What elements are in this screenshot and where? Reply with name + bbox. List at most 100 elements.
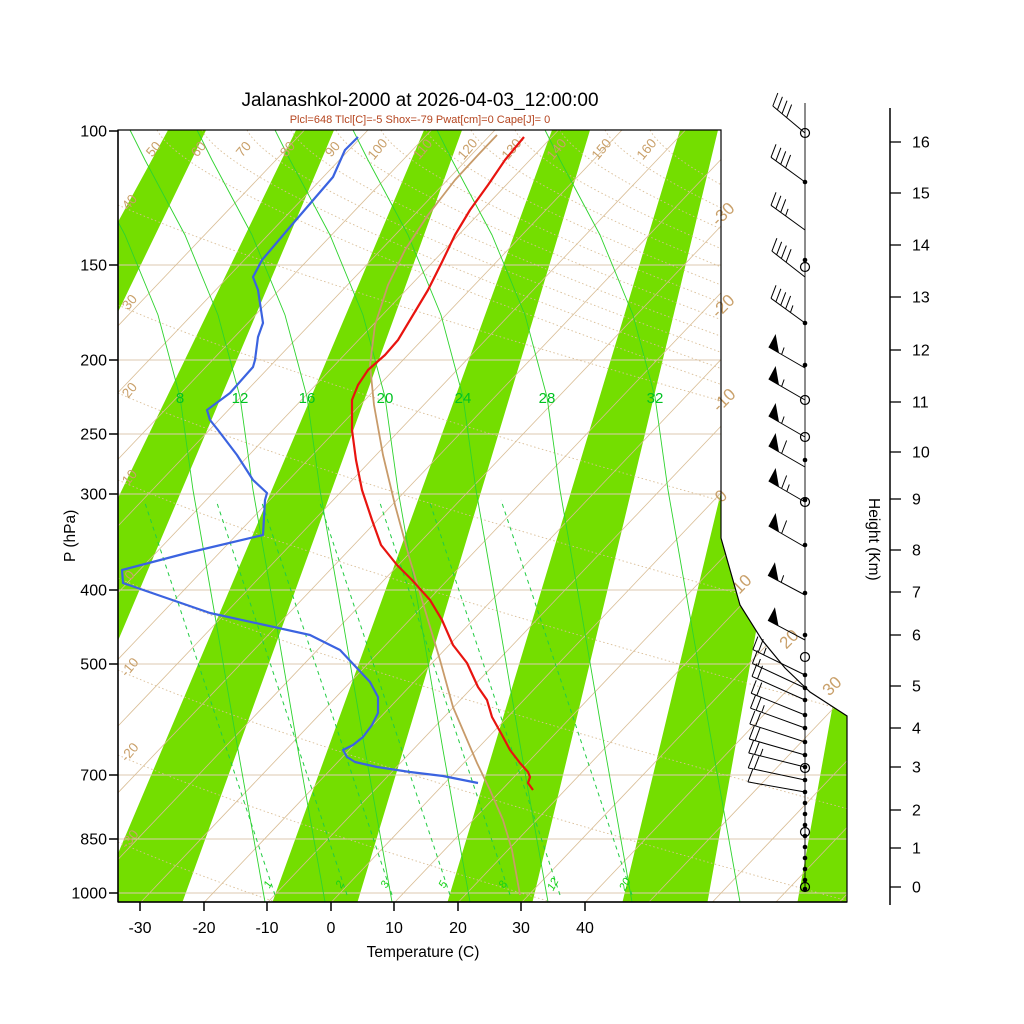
stripe-band	[272, 130, 591, 902]
wind-barb-full	[770, 285, 777, 299]
isotherm-line	[118, 130, 686, 902]
pressure-tick-label: 1000	[71, 886, 107, 903]
pressure-tick-label: 150	[80, 258, 107, 275]
wind-barb-full	[752, 636, 759, 650]
isotherm-line	[118, 130, 432, 902]
wind-barb	[768, 513, 806, 548]
wind-barb-full	[770, 192, 777, 206]
dry-adiabat-line	[335, 130, 847, 611]
wind-barb-full	[771, 237, 778, 252]
wind-barb	[768, 468, 806, 503]
wind-barb-full	[754, 727, 761, 741]
pressure-tick-label: 500	[80, 657, 107, 674]
pressure-tick-label: 100	[80, 124, 107, 141]
wind-barb	[767, 562, 806, 596]
temperature-tick-label: -10	[255, 920, 278, 937]
station-open-circle	[799, 127, 811, 139]
wind-barb-full	[750, 680, 757, 694]
wind-barb-flag	[768, 403, 780, 422]
theta-label-top: 160	[634, 136, 660, 163]
dry-adiabat-line	[246, 130, 847, 611]
wind-barb-flag	[768, 334, 780, 353]
station-dot	[802, 886, 808, 892]
pressure-tick-label: 400	[80, 583, 107, 600]
wind-barb	[747, 768, 806, 793]
pressure-tick-label: 200	[80, 353, 107, 370]
station-open-circle	[799, 881, 811, 893]
height-tick-label: 2	[912, 803, 921, 820]
theta-label-top: 60	[188, 139, 209, 160]
dry-adiabat-line	[156, 130, 847, 611]
theta-label-left: -20	[118, 740, 142, 765]
wind-barb	[748, 725, 806, 756]
wind-barb-full	[749, 710, 756, 725]
dry-adiabat-line	[604, 130, 847, 611]
plot-background	[118, 130, 847, 902]
wind-barb-full	[781, 100, 788, 114]
wind-barb-half	[781, 416, 785, 424]
wind-barb-full	[781, 520, 788, 534]
wind-barb-staff	[767, 574, 806, 596]
wind-barb-half	[785, 208, 789, 217]
wind-barb	[750, 680, 806, 716]
moist-adiabat-line	[196, 130, 393, 902]
isotherm-line	[118, 130, 623, 902]
station-dot	[802, 697, 808, 703]
wind-barb-flag	[768, 366, 780, 385]
wind-barb-staff	[752, 663, 806, 689]
wind-barb-full	[750, 694, 756, 709]
dry-adiabat-line	[559, 130, 847, 611]
height-tick-label: 3	[912, 760, 921, 777]
height-tick-label: 15	[912, 186, 930, 203]
parcel-trace-line	[369, 134, 521, 896]
station-dot	[802, 739, 808, 745]
station-dot	[802, 632, 808, 638]
station-dot	[802, 822, 808, 828]
isotherm-line	[331, 130, 847, 902]
station-dot	[802, 179, 808, 185]
isotherm-line	[775, 130, 847, 902]
wind-barb-half	[781, 379, 785, 387]
station-open-circle	[799, 394, 811, 406]
station-dot	[802, 844, 808, 850]
dewpoint-line	[120, 136, 479, 785]
mixing-ratio-label: 1	[262, 879, 275, 890]
wind-barb-staff	[770, 297, 806, 324]
wind-barb-flag	[768, 513, 780, 532]
wind-barb-staff	[770, 156, 806, 183]
wind-barb-full	[755, 697, 762, 711]
wind-barb-full	[785, 249, 792, 263]
height-tick-label: 9	[912, 492, 921, 509]
wind-barb-full	[751, 650, 758, 664]
wind-barb-half	[789, 305, 794, 313]
station-open-circle	[799, 261, 811, 273]
station-dot	[802, 685, 808, 691]
station-dot	[802, 800, 808, 806]
temperature-tick-label: -30	[128, 920, 151, 937]
isotherm-line	[118, 130, 496, 902]
moist-adiabat-label: 28	[539, 390, 556, 407]
wind-barb	[770, 192, 806, 231]
station-dot	[802, 542, 808, 548]
wind-barb-full	[755, 712, 762, 727]
isotherm-label-right: -20	[708, 291, 739, 322]
wind-barb-staff	[768, 525, 806, 548]
wind-barb-full	[751, 663, 758, 677]
station-open-circle	[799, 431, 811, 443]
wind-barb-flag	[768, 468, 780, 487]
station-dot	[802, 672, 808, 678]
theta-label-left: 30	[119, 292, 140, 313]
station-dot	[802, 877, 808, 883]
mixing-ratio-line	[143, 499, 276, 896]
wind-barb	[772, 92, 806, 134]
wind-barb-full	[748, 725, 755, 740]
wind-barb	[768, 334, 806, 369]
wind-barb-staff	[751, 675, 806, 701]
wind-barb-full	[748, 739, 755, 754]
temperature-tick-label: 10	[385, 920, 403, 937]
wind-barb-full	[785, 295, 792, 310]
isotherm-line	[118, 130, 305, 902]
wind-barb-flag	[767, 562, 779, 581]
wind-barb-full	[757, 665, 763, 680]
height-tick-label: 5	[912, 679, 921, 696]
